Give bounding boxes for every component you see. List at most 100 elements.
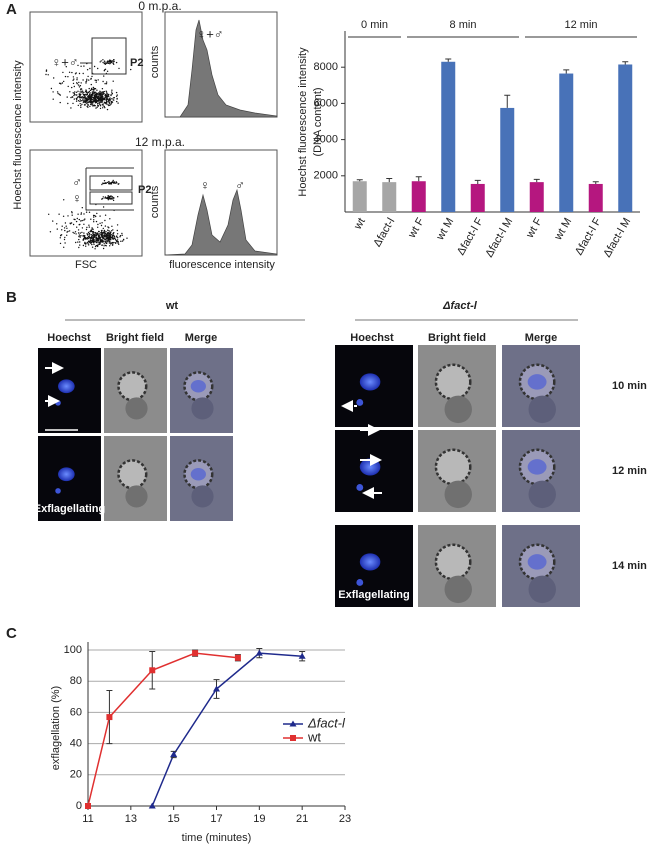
y-tick-label: 8000 xyxy=(314,61,338,73)
dot xyxy=(117,196,119,198)
dot xyxy=(70,222,73,224)
dot xyxy=(99,96,101,98)
dot xyxy=(92,96,94,99)
dot xyxy=(110,102,113,104)
dot xyxy=(91,75,93,78)
dot xyxy=(93,221,95,223)
dot xyxy=(86,233,88,235)
dot xyxy=(106,237,108,239)
dot xyxy=(72,82,75,85)
dot xyxy=(76,226,78,228)
dot xyxy=(78,238,80,241)
dot xyxy=(77,100,80,102)
dot xyxy=(82,72,84,75)
dot xyxy=(73,98,76,100)
axis-label: counts xyxy=(149,185,161,218)
cell xyxy=(434,363,472,401)
dot xyxy=(92,234,95,236)
dot xyxy=(88,236,90,238)
x-tick-label: wt F xyxy=(406,216,427,241)
dot xyxy=(80,212,83,214)
scatter-dots xyxy=(48,179,128,250)
dot xyxy=(106,197,109,199)
dot xyxy=(67,215,69,217)
dot xyxy=(94,245,97,248)
dot xyxy=(104,83,106,85)
dot xyxy=(83,237,85,240)
bar xyxy=(441,61,456,212)
nucleus xyxy=(55,488,61,494)
dot xyxy=(86,105,88,108)
dot xyxy=(76,77,78,79)
dot xyxy=(95,107,97,109)
dot xyxy=(94,96,96,99)
dot xyxy=(109,239,111,241)
dot xyxy=(109,99,112,101)
dot xyxy=(104,234,106,237)
dot xyxy=(77,229,80,231)
cell xyxy=(434,448,472,486)
dot xyxy=(99,222,101,224)
dot xyxy=(105,90,107,92)
dot xyxy=(112,97,115,99)
dot xyxy=(80,235,82,237)
dot xyxy=(62,71,64,74)
dot xyxy=(102,237,105,239)
dot xyxy=(112,232,114,235)
dot xyxy=(107,195,109,197)
dot xyxy=(91,99,93,101)
time-label: 14 min xyxy=(612,560,647,572)
dot xyxy=(71,96,74,98)
dot xyxy=(118,183,120,185)
dot xyxy=(120,240,122,242)
dot xyxy=(68,71,71,74)
dot xyxy=(79,232,82,234)
dot xyxy=(115,95,118,98)
dot xyxy=(90,95,92,98)
dot xyxy=(107,104,109,106)
cell xyxy=(444,480,472,509)
dot xyxy=(92,214,95,217)
group-label: 12 min xyxy=(564,19,597,31)
bar xyxy=(588,183,603,212)
dot xyxy=(100,240,102,242)
dot xyxy=(81,90,83,92)
dot xyxy=(71,86,73,89)
dot xyxy=(103,105,106,108)
error-bar xyxy=(386,178,393,183)
nucleus xyxy=(527,374,547,390)
dot xyxy=(101,183,103,186)
point xyxy=(148,802,156,809)
histogram xyxy=(164,188,278,256)
dot xyxy=(98,233,101,235)
gate-bracket xyxy=(85,167,134,211)
panel-label: A xyxy=(6,1,17,18)
x-tick-label: 23 xyxy=(339,813,351,825)
dot xyxy=(94,241,97,243)
dot xyxy=(91,234,93,236)
dot xyxy=(109,235,112,237)
dot xyxy=(86,101,88,103)
dot xyxy=(86,238,88,240)
dot xyxy=(100,101,102,103)
dot xyxy=(92,86,95,89)
dot xyxy=(93,94,96,97)
dot xyxy=(79,91,81,93)
dot xyxy=(103,229,106,232)
dot xyxy=(112,243,114,245)
dot xyxy=(109,231,111,233)
column-header: Hoechst xyxy=(47,332,91,344)
dot xyxy=(47,74,49,76)
dot xyxy=(104,214,107,216)
dot xyxy=(95,96,98,99)
dot xyxy=(102,93,105,95)
bar xyxy=(618,64,633,212)
dot xyxy=(69,223,72,225)
gate xyxy=(89,191,133,205)
dot xyxy=(89,239,91,241)
dot xyxy=(83,219,85,221)
gate xyxy=(91,37,127,75)
y-tick-label: 0 xyxy=(76,800,82,812)
dot xyxy=(95,79,98,82)
dot xyxy=(80,106,82,109)
